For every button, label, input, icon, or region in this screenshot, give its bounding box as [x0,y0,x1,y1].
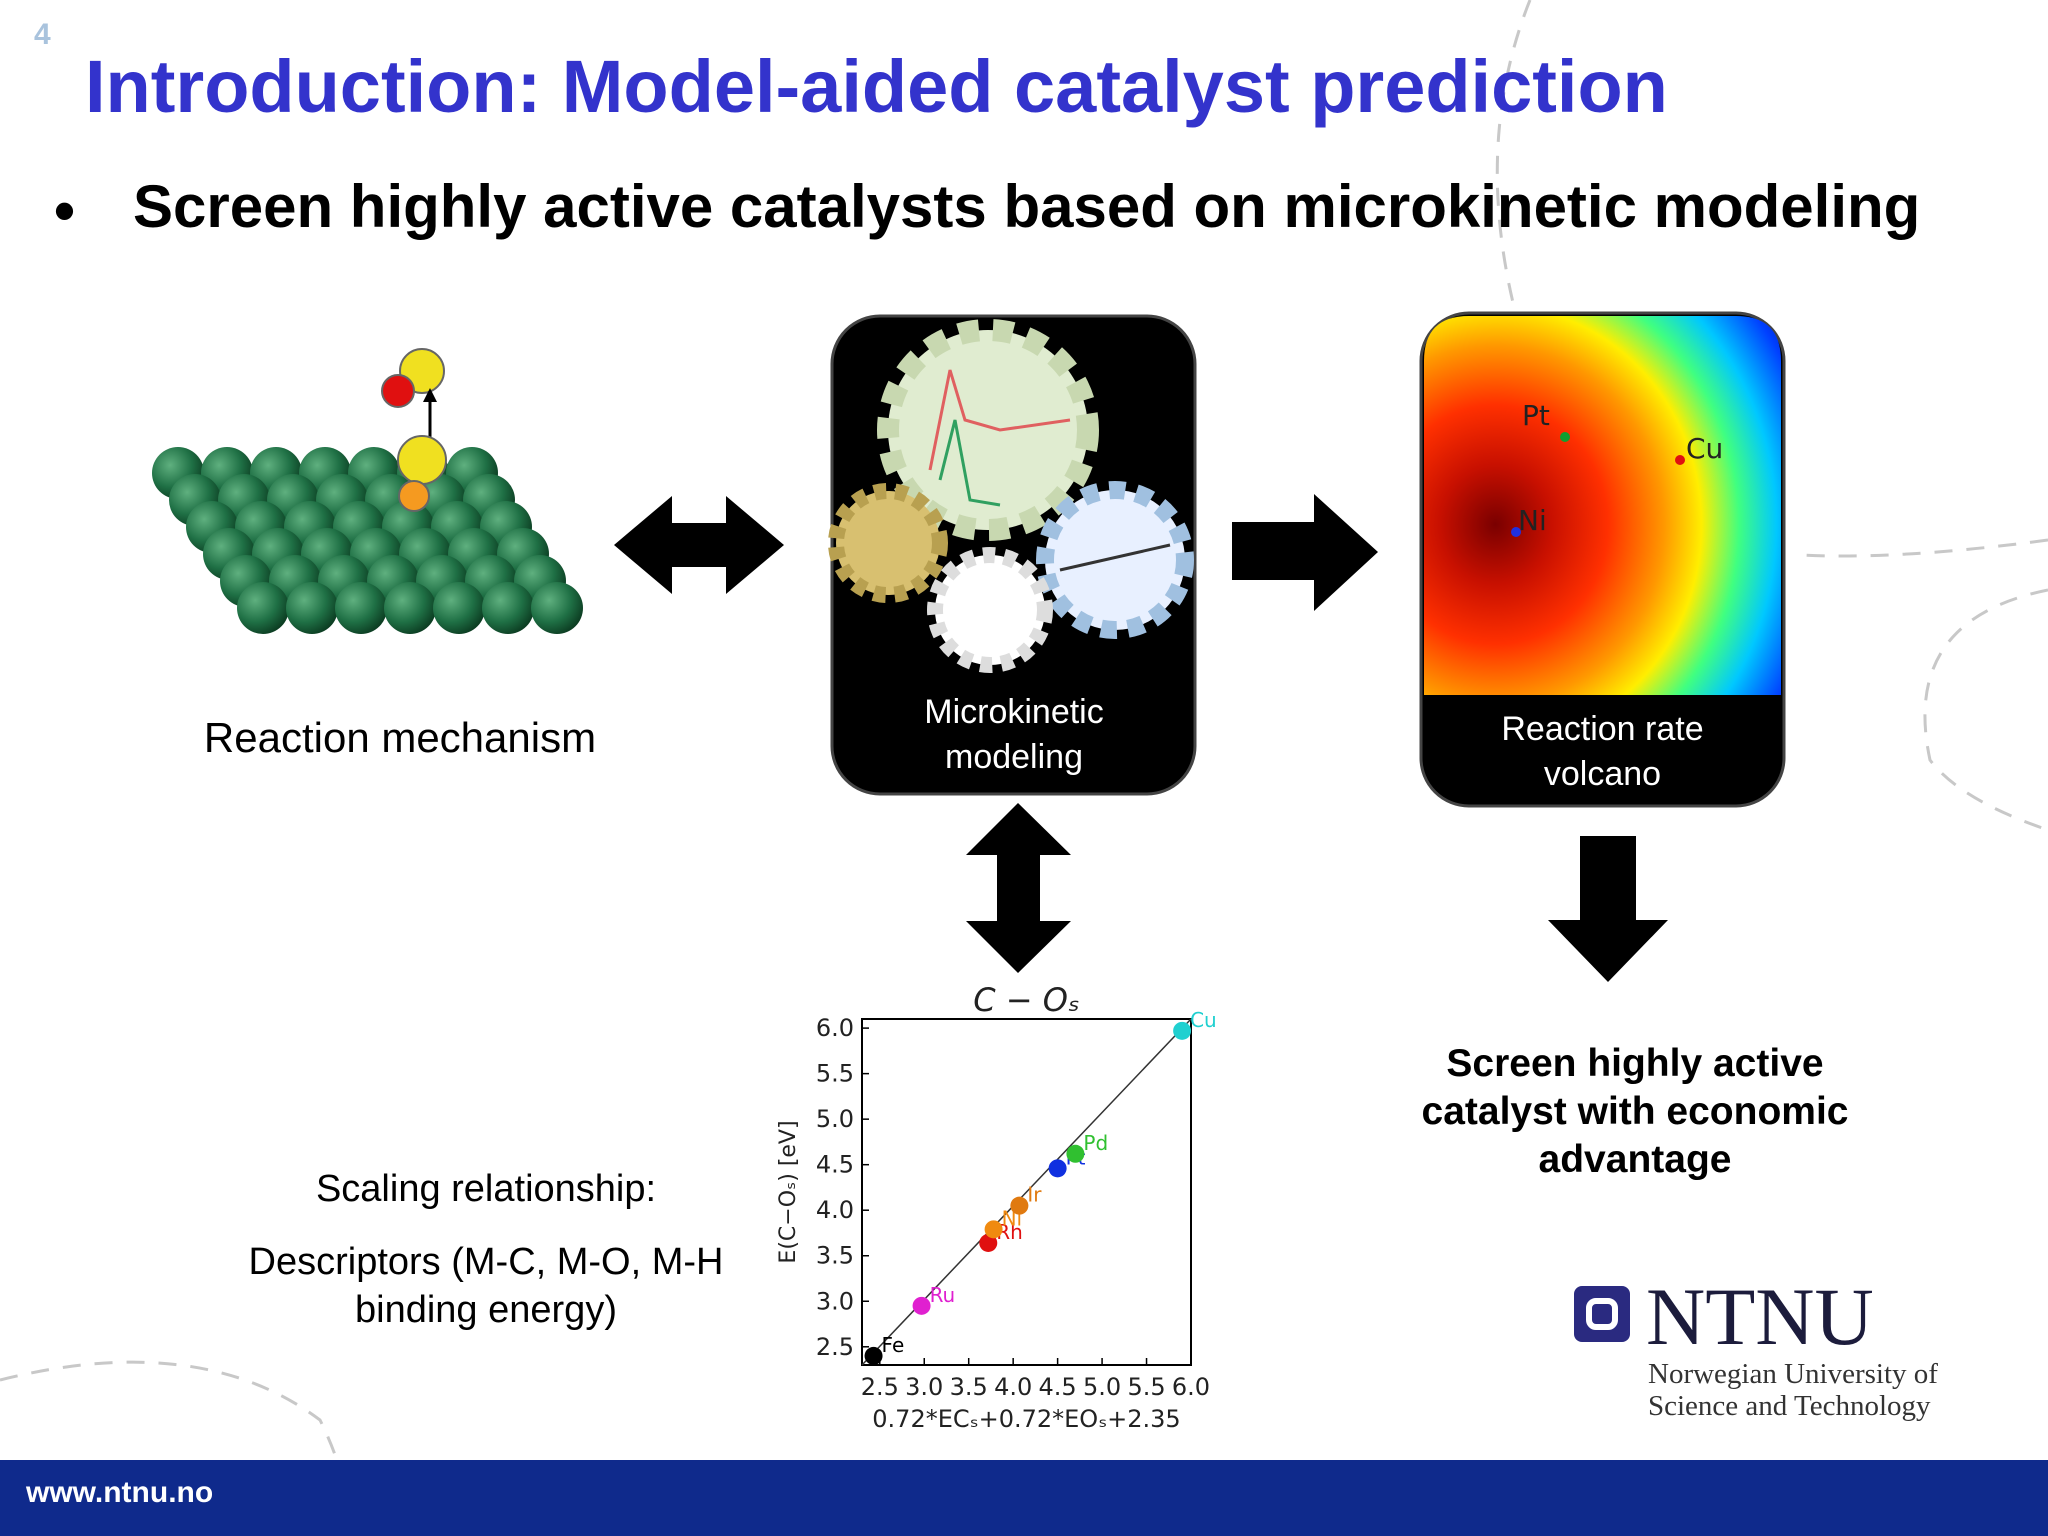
bullet-text: Screen highly active catalysts based on … [133,173,1921,240]
point [864,1346,883,1365]
x-axis-label: 0.72*ECₛ+0.72*EOₛ+2.35 [872,1405,1180,1433]
logo-name: NTNU [1646,1271,1874,1362]
point [979,1233,998,1252]
slide-title: Introduction: Model-aided catalyst predi… [85,45,1668,128]
point-label: Cu [1190,1008,1217,1032]
down-arrow [1548,836,1668,982]
logo-mark [1574,1286,1630,1342]
volcano-label: Ni [1518,504,1547,537]
y-tick-label: 4.5 [816,1151,854,1179]
volcano-point [1675,455,1685,465]
point [1010,1196,1029,1215]
x-tick-label: 3.0 [905,1373,943,1401]
logo-subtitle: Norwegian University of Science and Tech… [1648,1358,1938,1422]
mechanism-label: Reaction mechanism [203,714,597,761]
point [1173,1021,1192,1040]
x-tick-label: 2.5 [861,1373,899,1401]
atom [237,582,289,634]
point [984,1220,1003,1239]
y-tick-label: 3.5 [816,1242,854,1270]
footer-bar [0,1460,2048,1536]
point [912,1296,931,1315]
point [1048,1159,1067,1178]
point-label: Fe [882,1333,905,1357]
vertical-double-arrow [966,803,1071,973]
logo-mark-inner [1586,1298,1618,1330]
x-tick-label: 6.0 [1172,1373,1210,1401]
scaling-heading: Scaling relationship: [315,1168,657,1210]
volcano-point [1560,432,1570,442]
footer-url: www.ntnu.no [26,1476,214,1509]
point-label: Ru [930,1283,956,1307]
y-tick-label: 2.5 [816,1333,854,1361]
right-arrow [1232,494,1378,611]
volcano-label: Pt [1522,399,1550,432]
x-tick-label: 3.5 [950,1373,988,1401]
x-tick-label: 5.5 [1127,1373,1165,1401]
bullet-dot: • [54,177,76,244]
screen-text: Screen highly active catalyst with econo… [1421,1042,1849,1181]
atom [384,582,436,634]
scaling-descriptors: Descriptors (M-C, M-O, M-H binding energ… [248,1241,724,1331]
atom [286,582,338,634]
point-label: Pd [1083,1131,1108,1155]
point-label: Ir [1027,1183,1042,1207]
x-tick-label: 4.0 [994,1373,1032,1401]
x-tick-label: 5.0 [1083,1373,1121,1401]
volcano-label-text: Reaction rate volcano [1501,710,1704,793]
atom [335,582,387,634]
y-tick-label: 5.5 [816,1060,854,1088]
volcano-label: Cu [1686,432,1723,465]
volcano-map [1424,316,1781,695]
y-tick-label: 4.0 [816,1196,854,1224]
y-tick-label: 5.0 [816,1105,854,1133]
adsorbate [381,348,447,512]
slide-number: 4 [34,18,51,51]
y-tick-label: 3.0 [816,1287,854,1315]
x-tick-label: 4.5 [1039,1373,1077,1401]
scaling-chart: 2.5 3.0 3.5 4.0 4.5 5.0 5.5 6.02.53.03.54.04.55… [776,981,1217,1433]
volcano-point [1511,527,1521,537]
gears [828,319,1194,673]
y-tick-label: 6.0 [816,1014,854,1042]
atom [482,582,534,634]
atom [531,582,583,634]
microkinetic-label: Microkinetic modeling [924,693,1104,776]
double-arrow [614,496,784,594]
atom [433,582,485,634]
chart-title: C − Oₛ [973,981,1080,1019]
point [1066,1144,1085,1163]
y-axis-label: E(C−Oₛ) [eV] [776,1120,801,1263]
surface-lattice [152,447,583,634]
